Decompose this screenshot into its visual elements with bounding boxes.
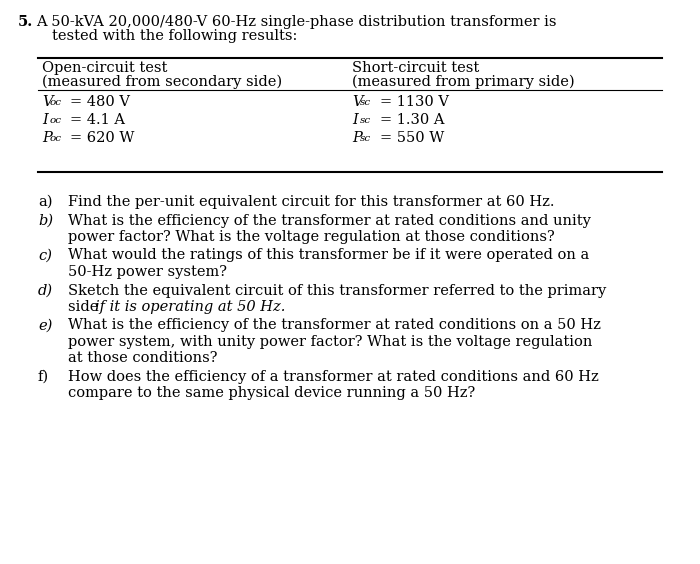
Text: What is the efficiency of the transformer at rated conditions on a 50 Hz: What is the efficiency of the transforme… <box>68 319 601 333</box>
Text: Short-circuit test: Short-circuit test <box>352 61 480 75</box>
Text: What is the efficiency of the transformer at rated conditions and unity: What is the efficiency of the transforme… <box>68 214 591 227</box>
Text: sc: sc <box>360 116 371 125</box>
Text: if it is operating at 50 Hz.: if it is operating at 50 Hz. <box>95 300 286 314</box>
Text: f): f) <box>38 370 49 384</box>
Text: power factor? What is the voltage regulation at those conditions?: power factor? What is the voltage regula… <box>68 230 554 244</box>
Text: = 1130 V: = 1130 V <box>380 95 449 109</box>
Text: b): b) <box>38 214 53 227</box>
Text: What would the ratings of this transformer be if it were operated on a: What would the ratings of this transform… <box>68 249 589 262</box>
Text: P: P <box>42 131 52 145</box>
Text: side: side <box>68 300 103 314</box>
Text: = 620 W: = 620 W <box>70 131 134 145</box>
Text: e): e) <box>38 319 52 333</box>
Text: Sketch the equivalent circuit of this transformer referred to the primary: Sketch the equivalent circuit of this tr… <box>68 284 606 297</box>
Text: power system, with unity power factor? What is the voltage regulation: power system, with unity power factor? W… <box>68 335 592 349</box>
Text: = 1.30 A: = 1.30 A <box>380 113 444 127</box>
Text: 50-Hz power system?: 50-Hz power system? <box>68 265 227 279</box>
Text: oc: oc <box>50 134 62 143</box>
Text: = 480 V: = 480 V <box>70 95 130 109</box>
Text: = 550 W: = 550 W <box>380 131 444 145</box>
Text: V: V <box>352 95 363 109</box>
Text: Open-circuit test: Open-circuit test <box>42 61 167 75</box>
Text: d): d) <box>38 284 53 297</box>
Text: (measured from primary side): (measured from primary side) <box>352 75 575 89</box>
Text: V: V <box>42 95 52 109</box>
Text: oc: oc <box>50 116 62 125</box>
Text: = 4.1 A: = 4.1 A <box>70 113 125 127</box>
Text: compare to the same physical device running a 50 Hz?: compare to the same physical device runn… <box>68 386 475 400</box>
Text: How does the efficiency of a transformer at rated conditions and 60 Hz: How does the efficiency of a transformer… <box>68 370 598 384</box>
Text: (measured from secondary side): (measured from secondary side) <box>42 75 282 89</box>
Text: I: I <box>352 113 358 127</box>
Text: P: P <box>352 131 362 145</box>
Text: 5.: 5. <box>18 15 34 29</box>
Text: sc: sc <box>360 98 371 107</box>
Text: a): a) <box>38 195 52 209</box>
Text: I: I <box>42 113 48 127</box>
Text: sc: sc <box>360 134 371 143</box>
Text: tested with the following results:: tested with the following results: <box>52 29 298 43</box>
Text: c): c) <box>38 249 52 262</box>
Text: A 50-kVA 20,000/480-V 60-Hz single-phase distribution transformer is: A 50-kVA 20,000/480-V 60-Hz single-phase… <box>36 15 556 29</box>
Text: at those conditions?: at those conditions? <box>68 351 218 365</box>
Text: Find the per-unit equivalent circuit for this transformer at 60 Hz.: Find the per-unit equivalent circuit for… <box>68 195 554 209</box>
Text: oc: oc <box>50 98 62 107</box>
